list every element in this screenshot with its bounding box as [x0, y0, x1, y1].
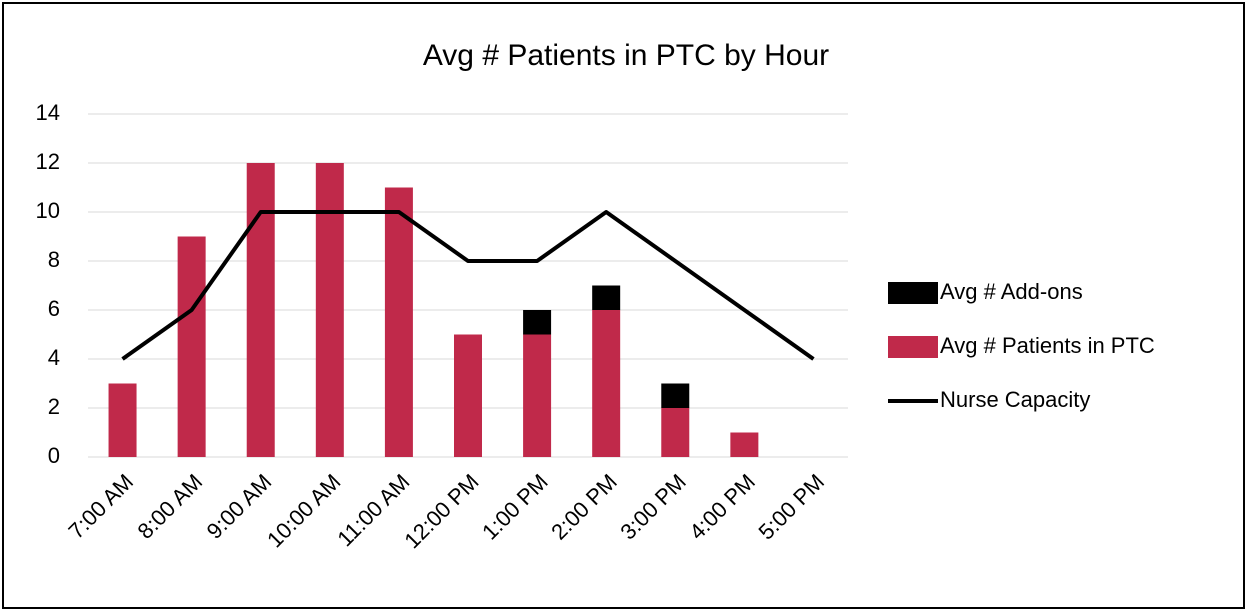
- bar: [730, 432, 759, 457]
- bar: [592, 310, 621, 457]
- legend-label: Avg # Patients in PTC: [940, 333, 1155, 358]
- bar: [177, 236, 206, 457]
- y-tick-label: 2: [48, 394, 60, 419]
- bar: [523, 334, 552, 457]
- bar: [523, 310, 552, 335]
- y-tick-label: 14: [36, 100, 60, 125]
- y-tick-label: 12: [36, 149, 60, 174]
- line: [121, 210, 815, 361]
- chart-title: Avg # Patients in PTC by Hour: [423, 39, 829, 72]
- legend-label: Nurse Capacity: [940, 387, 1090, 412]
- bar: [384, 187, 413, 457]
- bar: [315, 163, 344, 457]
- bar: [592, 285, 621, 310]
- bar: [454, 334, 482, 457]
- y-tick-label: 8: [48, 247, 60, 272]
- legend-swatch: [888, 282, 938, 304]
- y-tick-label: 4: [48, 345, 60, 370]
- legend-label: Avg # Add-ons: [940, 279, 1083, 304]
- y-tick-label: 6: [48, 296, 60, 321]
- bar: [661, 408, 690, 457]
- bar: [246, 163, 275, 457]
- y-tick-label: 10: [36, 198, 60, 223]
- bar: [661, 383, 690, 408]
- bar: [108, 383, 137, 457]
- legend-swatch: [888, 336, 938, 358]
- y-tick-label: 0: [48, 443, 60, 468]
